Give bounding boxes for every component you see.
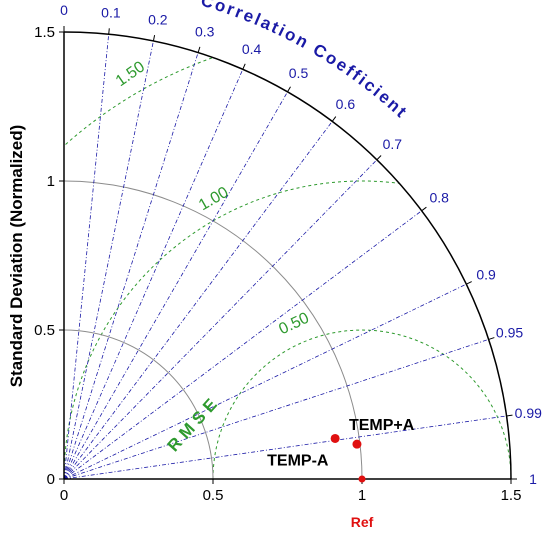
x-tick-label: 1.5 [501, 487, 522, 504]
reference-point [358, 475, 366, 483]
rmse-label-0: 0.50 [276, 310, 311, 339]
correlation-tick-label: 0.6 [336, 96, 356, 112]
correlation-tick [466, 281, 472, 285]
correlation-tick-label: 0.2 [148, 11, 168, 27]
x-tick-label: 1 [358, 487, 366, 504]
outer-arc [63, 31, 512, 480]
correlation-ray-6 [63, 121, 333, 480]
correlation-tick-label: 1 [529, 471, 537, 487]
y-tick-label: 1 [47, 173, 55, 190]
correlation-ray-5 [63, 91, 288, 480]
correlation-tick-label: 0 [60, 2, 68, 18]
y-tick-label: 0 [47, 471, 55, 488]
correlation-tick [197, 46, 201, 53]
y-axis-label: Standard Deviation (Normalized) [7, 125, 26, 388]
data-point-label: TEMP-A [267, 452, 329, 469]
correlation-tick [421, 206, 427, 212]
ref-label: Ref [351, 514, 374, 530]
correlation-tick [287, 86, 291, 93]
rmse-label-1: 1.00 [196, 184, 232, 214]
rmse-contours [64, 32, 511, 479]
correlation-tick-label: 0.1 [101, 4, 121, 20]
correlation-tick-label: 0.99 [515, 405, 542, 421]
rmse-contour-2 [64, 32, 511, 479]
x-tick-label: 0.5 [203, 487, 224, 504]
data-point-temp-a [330, 433, 340, 443]
data-points [330, 433, 366, 483]
correlation-ray-2 [63, 40, 154, 480]
correlation-tick-label: 0.5 [289, 65, 309, 81]
correlation-ray-10 [63, 339, 489, 480]
correlation-tick [331, 116, 337, 122]
correlation-tick-label: 0.8 [429, 190, 449, 206]
correlation-rays [63, 34, 507, 480]
correlation-ray-4 [63, 69, 244, 480]
correlation-tick [506, 414, 513, 417]
correlation-ray-8 [63, 210, 422, 480]
correlation-tick [376, 155, 382, 161]
correlation-ray-11 [63, 415, 507, 480]
correlation-tick [152, 35, 156, 42]
data-point-label: TEMP+A [349, 417, 415, 434]
x-tick-label: 0 [60, 487, 68, 504]
correlation-ray-7 [63, 159, 378, 480]
std-arc-1 [63, 180, 363, 480]
correlation-tick [242, 63, 246, 70]
correlation-ray-1 [63, 34, 110, 480]
correlation-tick-label: 0.7 [383, 136, 403, 152]
data-point-temp-a [352, 439, 362, 449]
rmse-contour-0 [212, 329, 511, 479]
rmse-label-2: 1.50 [113, 58, 148, 90]
correlation-axis-label: Correlation Coefficient [199, 0, 412, 123]
correlation-axis-label-text: Correlation Coefficient [199, 0, 410, 123]
correlation-tick [108, 28, 110, 35]
correlation-tick-label: 0.95 [496, 325, 523, 341]
correlation-tick-label: 0.9 [476, 267, 496, 283]
std-arcs [63, 180, 363, 480]
rmse-contour-1 [64, 180, 511, 479]
correlation-ray-3 [63, 52, 199, 480]
y-tick-label: 1.5 [34, 24, 55, 41]
correlation-tick-label: 0.3 [195, 24, 215, 40]
correlation-tick [488, 337, 495, 340]
correlation-ray-9 [63, 283, 467, 480]
std-arc-0 [63, 329, 214, 480]
rmse-axis-label: RMSE [164, 391, 224, 455]
axes [59, 26, 517, 484]
y-tick-label: 0.5 [34, 322, 55, 339]
correlation-tick-label: 0.4 [242, 41, 262, 57]
